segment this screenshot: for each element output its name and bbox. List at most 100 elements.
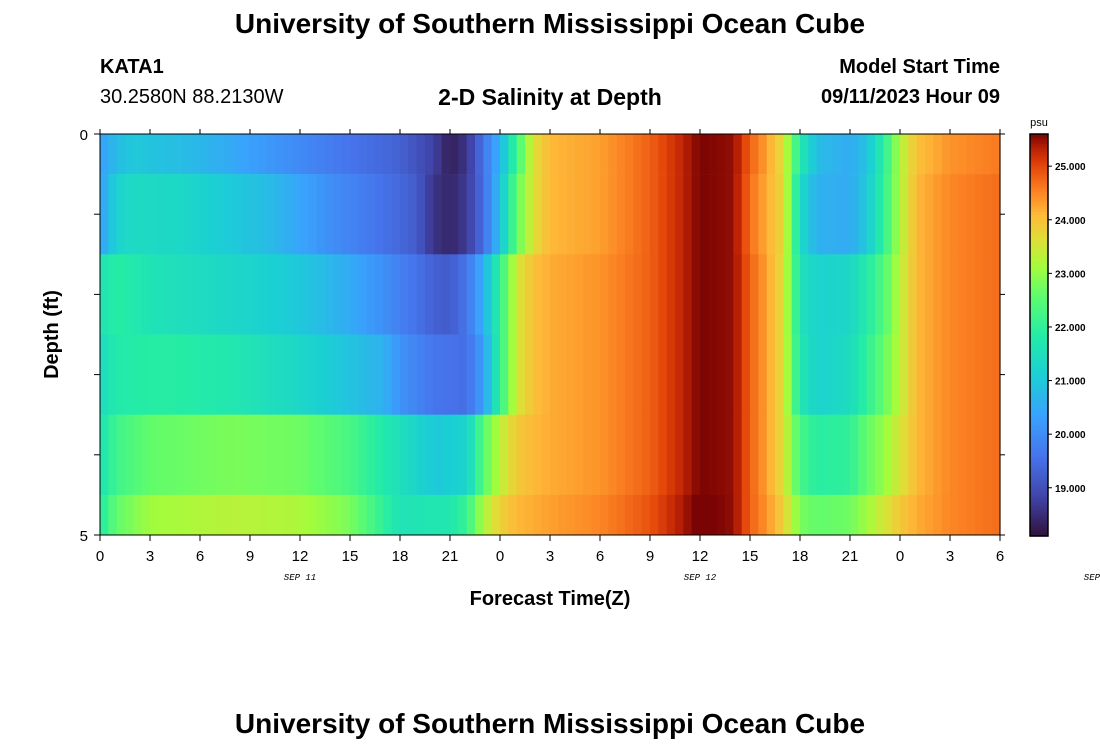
heatmap-cell (633, 174, 643, 255)
x-tick-label: 18 (392, 548, 409, 565)
heatmap-cell (708, 174, 718, 255)
colorbar-segment (1030, 327, 1048, 331)
heatmap-cell (350, 134, 359, 175)
heatmap-cell (100, 414, 109, 496)
heatmap-cell (741, 134, 751, 175)
colorbar-segment (1030, 329, 1048, 334)
colorbar-segment (1030, 191, 1048, 195)
heatmap-cell (691, 494, 701, 536)
heatmap-cell (500, 334, 509, 415)
heatmap-cell (225, 134, 234, 175)
heatmap-cell (500, 254, 509, 335)
heatmap-cell (541, 494, 551, 536)
heatmap-cell (933, 254, 943, 335)
heatmap-cell (950, 334, 959, 415)
colorbar-segment (1030, 508, 1048, 512)
heatmap-cell (241, 254, 251, 335)
heatmap-cell (108, 174, 118, 255)
heatmap-cell (875, 494, 884, 536)
colorbar-segment (1030, 485, 1048, 489)
x-tick-label: 3 (946, 548, 954, 565)
heatmap-cell (291, 414, 301, 496)
heatmap-cell (308, 334, 318, 415)
heatmap-cell (558, 414, 568, 496)
colorbar-segment (1030, 390, 1048, 394)
heatmap-cell (941, 334, 951, 415)
colorbar-segment (1030, 350, 1048, 354)
heatmap-cell (400, 174, 409, 255)
heatmap-cell (216, 414, 226, 496)
colorbar-segment (1030, 146, 1048, 150)
heatmap-cell (316, 414, 326, 496)
heatmap-cell (125, 414, 134, 496)
heatmap-cell (191, 134, 201, 175)
heatmap-cell (125, 494, 134, 536)
colorbar-segment (1030, 262, 1048, 266)
heatmap-cell (733, 254, 743, 335)
heatmap-cell (108, 134, 118, 175)
heatmap-cell (550, 174, 559, 255)
heatmap-cell (508, 494, 518, 536)
heatmap-cell (908, 494, 918, 536)
colorbar-segment (1030, 518, 1048, 522)
heatmap-cell (816, 334, 826, 415)
heatmap-cell (716, 494, 726, 536)
heatmap-cell (783, 254, 793, 335)
heatmap-cell (483, 414, 493, 496)
station-coordinates: 30.2580N 88.2130W (100, 86, 284, 108)
heatmap-cell (283, 334, 293, 415)
colorbar-tick-label: 21.000 (1055, 377, 1086, 388)
heatmap-cell (250, 174, 259, 255)
colorbar-segment (1030, 201, 1048, 205)
heatmap-cell (666, 414, 676, 496)
heatmap-cell (858, 254, 868, 335)
heatmap-cell (125, 174, 134, 255)
heatmap-cell (650, 494, 659, 536)
heatmap-cell (750, 174, 759, 255)
heatmap-cell (316, 134, 326, 175)
x-tick-label: 12 (692, 548, 709, 565)
heatmap-cell (491, 414, 501, 496)
heatmap-cell (658, 254, 668, 335)
heatmap-cell (533, 174, 543, 255)
heatmap-cell (683, 414, 693, 496)
heatmap-cell (216, 174, 226, 255)
heatmap-cell (666, 494, 676, 536)
colorbar-segment (1030, 304, 1048, 308)
heatmap-cell (575, 334, 584, 415)
heatmap-cell (158, 134, 168, 175)
heatmap-cell (775, 254, 784, 335)
heatmap-cell (816, 254, 826, 335)
heatmap-cell (566, 334, 576, 415)
heatmap-cell (366, 174, 376, 255)
heatmap-cell (666, 334, 676, 415)
heatmap-cell (350, 254, 359, 335)
heatmap-cell (400, 494, 409, 536)
model-start-label: Model Start Time (839, 56, 1000, 78)
colorbar-segment (1030, 412, 1048, 416)
heatmap-cell (241, 134, 251, 175)
heatmap-cell (850, 134, 859, 175)
colorbar-segment (1030, 141, 1048, 145)
heatmap-cell (925, 174, 934, 255)
heatmap-cell (483, 254, 493, 335)
colorbar-segment (1030, 380, 1048, 384)
heatmap-cell (425, 254, 434, 335)
heatmap-cell (308, 494, 318, 536)
heatmap-cell (458, 334, 468, 415)
heatmap-cell (241, 334, 251, 415)
colorbar-segment (1030, 438, 1048, 442)
colorbar-segment (1030, 181, 1048, 185)
heatmap-cell (783, 134, 793, 175)
heatmap-cell (466, 334, 476, 415)
heatmap-cell (533, 334, 543, 415)
x-tick-label: 9 (646, 548, 654, 565)
colorbar-segment (1030, 402, 1048, 406)
colorbar-segment (1030, 287, 1048, 291)
heatmap-cell (883, 254, 893, 335)
heatmap-cell (716, 254, 726, 335)
heatmap-cell (450, 254, 459, 335)
heatmap-cell (350, 414, 359, 496)
heatmap-cell (441, 414, 451, 496)
heatmap-cell (366, 254, 376, 335)
